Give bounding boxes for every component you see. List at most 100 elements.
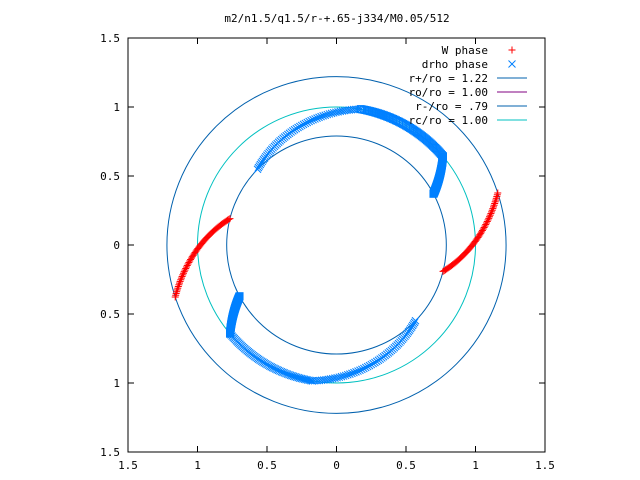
axis-ticks: 1.5 1 0.5 0 0.5 1 1.51.510.500.511.5 bbox=[100, 32, 555, 472]
drho-phase-point bbox=[325, 110, 334, 118]
w-phase-point bbox=[487, 210, 495, 218]
drho-phase-point bbox=[319, 112, 327, 120]
drho-phase-point bbox=[295, 122, 304, 131]
drho-phase-point bbox=[305, 376, 314, 385]
legend-label: drho phase bbox=[422, 58, 488, 71]
y-tick-label: 1.5 bbox=[100, 32, 120, 45]
w-phase-point bbox=[173, 288, 181, 296]
reference-circle bbox=[166, 76, 507, 414]
x-tick-label: 1.5 bbox=[118, 459, 138, 472]
w-phase-point bbox=[477, 229, 485, 237]
w-phase-point bbox=[489, 203, 497, 211]
legend-label: W phase bbox=[442, 44, 488, 57]
w-phase-point bbox=[174, 282, 182, 290]
w-phase-point bbox=[486, 211, 494, 219]
x-tick-label: 1 bbox=[194, 459, 201, 472]
x-tick-label: 0.5 bbox=[257, 459, 277, 472]
drho-phase-point bbox=[300, 375, 309, 384]
w-phase-point bbox=[178, 272, 186, 280]
drho-phase-point bbox=[367, 360, 376, 369]
w-phase-point bbox=[492, 196, 500, 204]
drho-phase-point bbox=[341, 371, 350, 380]
w-phase-point bbox=[179, 269, 187, 277]
w-phase-point bbox=[176, 279, 184, 287]
x-tick-label: 1.5 bbox=[535, 459, 555, 472]
legend-label: r-/ro = .79 bbox=[415, 100, 488, 113]
w-phase-point bbox=[173, 286, 181, 294]
w-phase-point bbox=[491, 198, 499, 206]
w-phase-point bbox=[180, 268, 188, 276]
drho-phase-point bbox=[308, 377, 317, 385]
drho-phase-point bbox=[297, 121, 306, 130]
drho-phase-point bbox=[306, 376, 315, 385]
drho-phase-point bbox=[354, 367, 362, 375]
drho-phase-point bbox=[363, 362, 372, 371]
w-phase-point bbox=[478, 226, 486, 234]
drho-phase-point bbox=[299, 120, 308, 129]
drho-phase-point bbox=[361, 363, 370, 372]
y-tick-label: 1.5 bbox=[100, 446, 120, 459]
drho-phase-point bbox=[309, 115, 317, 124]
x-tick-label: 0.5 bbox=[396, 459, 416, 472]
y-tick-label: 0.5 bbox=[100, 170, 120, 183]
w-phase-point bbox=[488, 206, 496, 214]
w-phase-point bbox=[492, 194, 500, 202]
w-phase-point bbox=[174, 284, 182, 292]
drho-phase-point bbox=[350, 368, 358, 377]
drho-phase-point bbox=[303, 376, 312, 384]
w-phase-point bbox=[171, 293, 179, 301]
legend-marker bbox=[508, 46, 516, 54]
drho-phase-point bbox=[339, 372, 348, 380]
reference-circles bbox=[166, 76, 507, 414]
w-phase-point bbox=[478, 228, 486, 236]
legend-label: ro/ro = 1.00 bbox=[409, 86, 488, 99]
w-phase-point bbox=[479, 225, 487, 233]
w-phase-point bbox=[176, 277, 184, 285]
drho-phase-point bbox=[352, 368, 360, 376]
reference-circle bbox=[226, 135, 447, 355]
drho-phase-point bbox=[343, 370, 352, 379]
drho-phase-point bbox=[302, 375, 310, 384]
w-phase-point bbox=[484, 216, 492, 224]
w-phase-point bbox=[482, 221, 490, 229]
legend-label: rc/ro = 1.00 bbox=[409, 114, 488, 127]
drho-phase-point bbox=[317, 112, 325, 121]
chart-title: m2/n1.5/q1.5/r-+.65-j334/M0.05/512 bbox=[224, 12, 449, 25]
drho-phase-point bbox=[356, 366, 364, 375]
x-tick-label: 0 bbox=[333, 459, 340, 472]
w-phase-point bbox=[186, 257, 194, 265]
drho-phase-point bbox=[429, 189, 438, 198]
w-phase-point bbox=[184, 260, 192, 268]
drho-phase-point bbox=[358, 365, 366, 374]
w-phase-point bbox=[488, 208, 496, 216]
w-phase-point bbox=[483, 217, 491, 225]
w-phase-point bbox=[188, 253, 196, 261]
drho-phase-point bbox=[323, 110, 332, 119]
w-phase-point bbox=[187, 256, 195, 264]
x-tick-label: 1 bbox=[472, 459, 479, 472]
drho-phase-point bbox=[235, 292, 244, 301]
w-phase-point bbox=[185, 258, 193, 266]
legend-label: r+/ro = 1.22 bbox=[409, 72, 488, 85]
drho-phase-point bbox=[348, 369, 356, 378]
w-phase-point bbox=[494, 189, 502, 197]
w-phase-point bbox=[181, 266, 189, 274]
w-phase-point bbox=[177, 274, 185, 282]
drho-phase-point bbox=[315, 113, 323, 122]
w-phase-point bbox=[483, 219, 491, 227]
drho-phase-point bbox=[369, 359, 378, 368]
drho-phase-point bbox=[301, 119, 310, 128]
drho-phase-point bbox=[313, 114, 321, 122]
w-phase-point bbox=[480, 224, 488, 232]
y-tick-label: 1 bbox=[113, 101, 120, 114]
y-tick-label: 0 bbox=[113, 239, 120, 252]
drho-phase-point bbox=[299, 375, 307, 383]
w-phase-point bbox=[179, 271, 187, 279]
w-phase-point bbox=[187, 254, 195, 262]
w-phase-point bbox=[489, 205, 497, 213]
w-phase-point bbox=[481, 222, 489, 230]
drho-phase-point bbox=[346, 370, 354, 378]
legend-marker bbox=[508, 60, 516, 68]
